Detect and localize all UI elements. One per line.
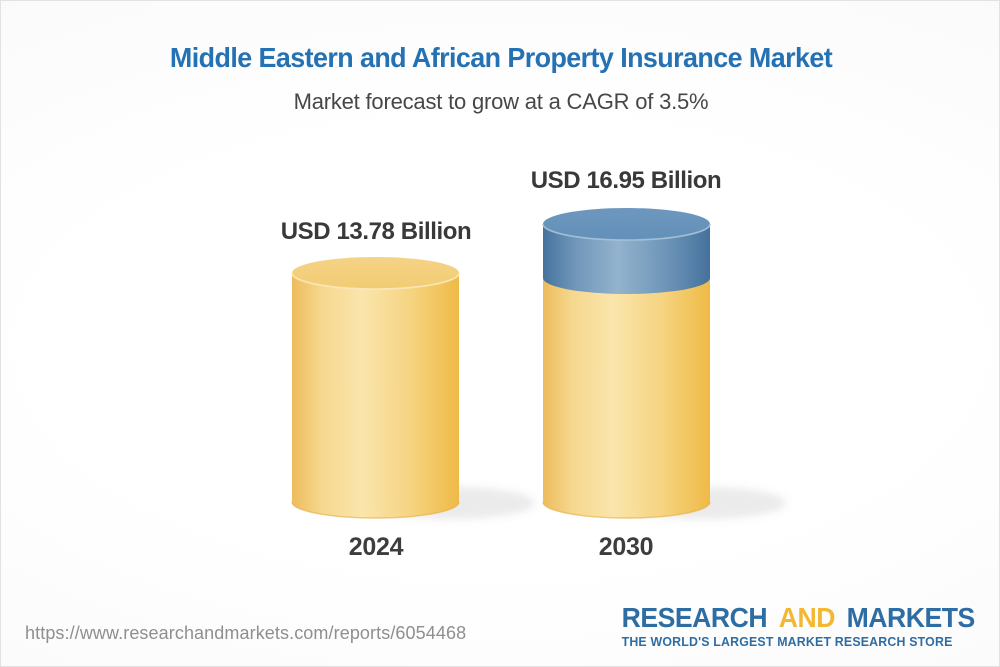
research-and-markets-logo: RESEARCH AND MARKETS THE WORLD'S LARGEST… [621, 602, 976, 650]
value-label-2030: USD 16.95 Billion [530, 167, 722, 194]
value-label-2024: USD 13.78 Billion [280, 218, 472, 245]
logo-word-and: AND [778, 602, 836, 633]
page-subtitle: Market forecast to grow at a CAGR of 3.5… [293, 89, 709, 114]
logo-tagline: THE WORLD'S LARGEST MARKET RESEARCH STOR… [621, 634, 953, 649]
page-title: Middle Eastern and African Property Insu… [169, 42, 833, 73]
cylinder-2030-rim-highlight [542, 223, 711, 241]
cylinder-2024-rim-highlight [291, 272, 460, 290]
logo-word-research: RESEARCH [621, 602, 768, 633]
category-label-2030: 2030 [598, 533, 654, 561]
cylinder-2024-top [292, 257, 459, 289]
cylinder-2030-bottom-edge [542, 501, 711, 519]
cylinder-2030-growth-body [543, 224, 710, 294]
report-url: https://www.researchandmarkets.com/repor… [25, 623, 467, 643]
cylinder-2030-base-body [543, 278, 710, 518]
cylinder-2024-body [292, 273, 459, 518]
category-label-2024: 2024 [348, 533, 404, 561]
logo-wordmark: RESEARCH AND MARKETS [621, 602, 976, 633]
cylinder-2024-bottom-edge [291, 501, 460, 519]
cylinder-2030-growth-top [543, 208, 710, 240]
logo-word-markets: MARKETS [846, 602, 976, 633]
